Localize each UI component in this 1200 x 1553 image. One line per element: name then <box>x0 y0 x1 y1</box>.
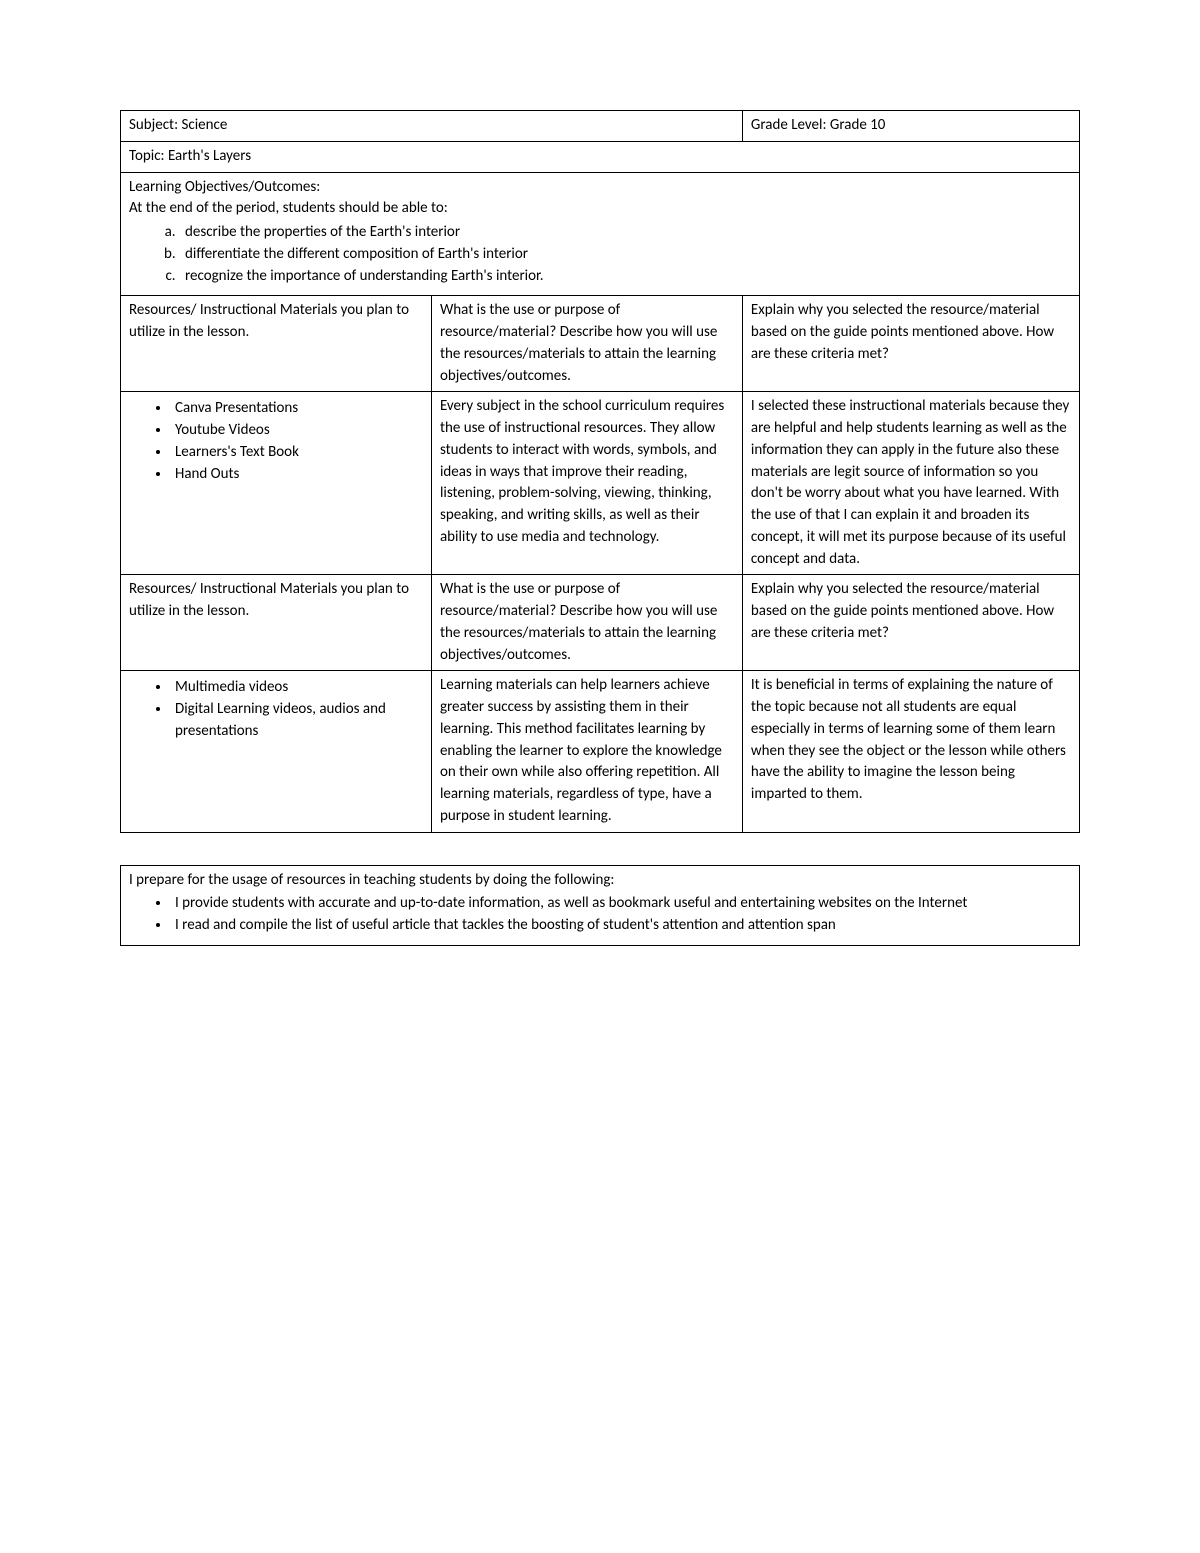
use-cell-1: Every subject in the school curriculum r… <box>431 392 742 575</box>
materials-list-1: Canva Presentations Youtube Videos Learn… <box>129 398 423 485</box>
objective-item: describe the properties of the Earth's i… <box>179 222 1071 244</box>
q-col-b-2: What is the use or purpose of resource/m… <box>431 575 742 671</box>
why-cell-1: I selected these instructional materials… <box>742 392 1079 575</box>
subject-label: Subject: <box>129 116 178 134</box>
footer-intro: I prepare for the usage of resources in … <box>129 870 1071 892</box>
answer-row-2: Multimedia videos Digital Learning video… <box>121 671 1080 832</box>
objective-item: differentiate the different composition … <box>179 244 1071 266</box>
objectives-intro: At the end of the period, students shoul… <box>129 198 1071 220</box>
q-col-a: Resources/ Instructional Materials you p… <box>121 296 432 392</box>
material-item: Digital Learning videos, audios and pres… <box>171 699 423 743</box>
grade-value: Grade 10 <box>830 116 886 134</box>
objectives-cell: Learning Objectives/Outcomes: At the end… <box>121 172 1080 296</box>
document-page: Subject: Science Grade Level: Grade 10 T… <box>0 0 1200 1553</box>
use-cell-2: Learning materials can help learners ach… <box>431 671 742 832</box>
footer-item: I provide students with accurate and up-… <box>171 893 1071 915</box>
footer-item: I read and compile the list of useful ar… <box>171 915 1071 937</box>
header-row-subject-grade: Subject: Science Grade Level: Grade 10 <box>121 111 1080 142</box>
grade-cell: Grade Level: Grade 10 <box>742 111 1079 142</box>
subject-value: Science <box>182 116 228 134</box>
topic-label: Topic: <box>129 147 165 165</box>
subject-cell: Subject: Science <box>121 111 743 142</box>
q-col-c-2: Explain why you selected the resource/ma… <box>742 575 1079 671</box>
material-item: Learners's Text Book <box>171 442 423 464</box>
objectives-list: describe the properties of the Earth's i… <box>129 222 1071 287</box>
objective-item: recognize the importance of understandin… <box>179 266 1071 288</box>
materials-cell-1: Canva Presentations Youtube Videos Learn… <box>121 392 432 575</box>
header-row-topic: Topic: Earth's Layers <box>121 141 1080 172</box>
footer-cell: I prepare for the usage of resources in … <box>121 865 1080 945</box>
material-item: Canva Presentations <box>171 398 423 420</box>
answer-row-1: Canva Presentations Youtube Videos Learn… <box>121 392 1080 575</box>
q-col-a-2: Resources/ Instructional Materials you p… <box>121 575 432 671</box>
material-item: Hand Outs <box>171 464 423 486</box>
objectives-row: Learning Objectives/Outcomes: At the end… <box>121 172 1080 296</box>
question-header-row-1: Resources/ Instructional Materials you p… <box>121 296 1080 392</box>
footer-list: I provide students with accurate and up-… <box>129 893 1071 937</box>
material-item: Youtube Videos <box>171 420 423 442</box>
materials-cell-2: Multimedia videos Digital Learning video… <box>121 671 432 832</box>
material-item: Multimedia videos <box>171 677 423 699</box>
topic-value: Earth's Layers <box>168 147 251 165</box>
why-cell-2: It is beneficial in terms of explaining … <box>742 671 1079 832</box>
lesson-plan-table: Subject: Science Grade Level: Grade 10 T… <box>120 110 1080 833</box>
materials-list-2: Multimedia videos Digital Learning video… <box>129 677 423 742</box>
objectives-title: Learning Objectives/Outcomes: <box>129 177 1071 199</box>
question-header-row-2: Resources/ Instructional Materials you p… <box>121 575 1080 671</box>
topic-cell: Topic: Earth's Layers <box>121 141 1080 172</box>
q-col-b: What is the use or purpose of resource/m… <box>431 296 742 392</box>
grade-label: Grade Level: <box>751 116 827 134</box>
q-col-c: Explain why you selected the resource/ma… <box>742 296 1079 392</box>
footer-row: I prepare for the usage of resources in … <box>121 865 1080 945</box>
footer-table: I prepare for the usage of resources in … <box>120 865 1080 946</box>
